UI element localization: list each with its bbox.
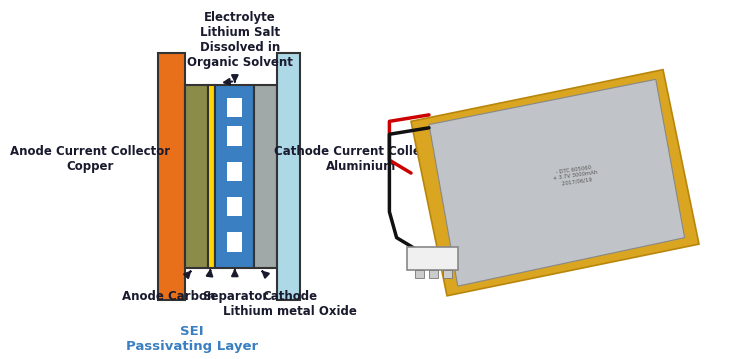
Bar	[415, 270, 424, 278]
Text: Separator: Separator	[202, 290, 268, 303]
Text: Anode Carbon: Anode Carbon	[122, 290, 215, 303]
Text: Cathode
Lithium metal Oxide: Cathode Lithium metal Oxide	[223, 290, 357, 318]
Bar	[227, 197, 242, 216]
Bar	[227, 98, 242, 117]
Text: SEI
Passivating Layer: SEI Passivating Layer	[126, 325, 258, 353]
Text: Electrolyte
Lithium Salt
Dissolved in
Organic Solvent: Electrolyte Lithium Salt Dissolved in Or…	[187, 11, 292, 69]
Bar	[227, 232, 242, 252]
Bar	[429, 270, 438, 278]
Bar	[227, 126, 242, 146]
Bar	[443, 270, 452, 278]
Bar	[407, 247, 458, 270]
Text: - DTC 605060
+ 3.7V 3000mAh
  2017/06/19: - DTC 605060 + 3.7V 3000mAh 2017/06/19	[551, 164, 598, 187]
Bar	[254, 85, 277, 269]
Bar	[214, 85, 254, 269]
Text: Anode Current Collector
Copper: Anode Current Collector Copper	[10, 145, 170, 173]
Bar	[277, 53, 301, 300]
Bar	[208, 85, 214, 269]
Polygon shape	[429, 79, 685, 286]
Bar	[185, 85, 208, 269]
Bar	[227, 162, 242, 181]
Text: Cathode Current Collector
Aluminium: Cathode Current Collector Aluminium	[274, 145, 448, 173]
Polygon shape	[411, 70, 699, 296]
Bar	[158, 53, 185, 300]
